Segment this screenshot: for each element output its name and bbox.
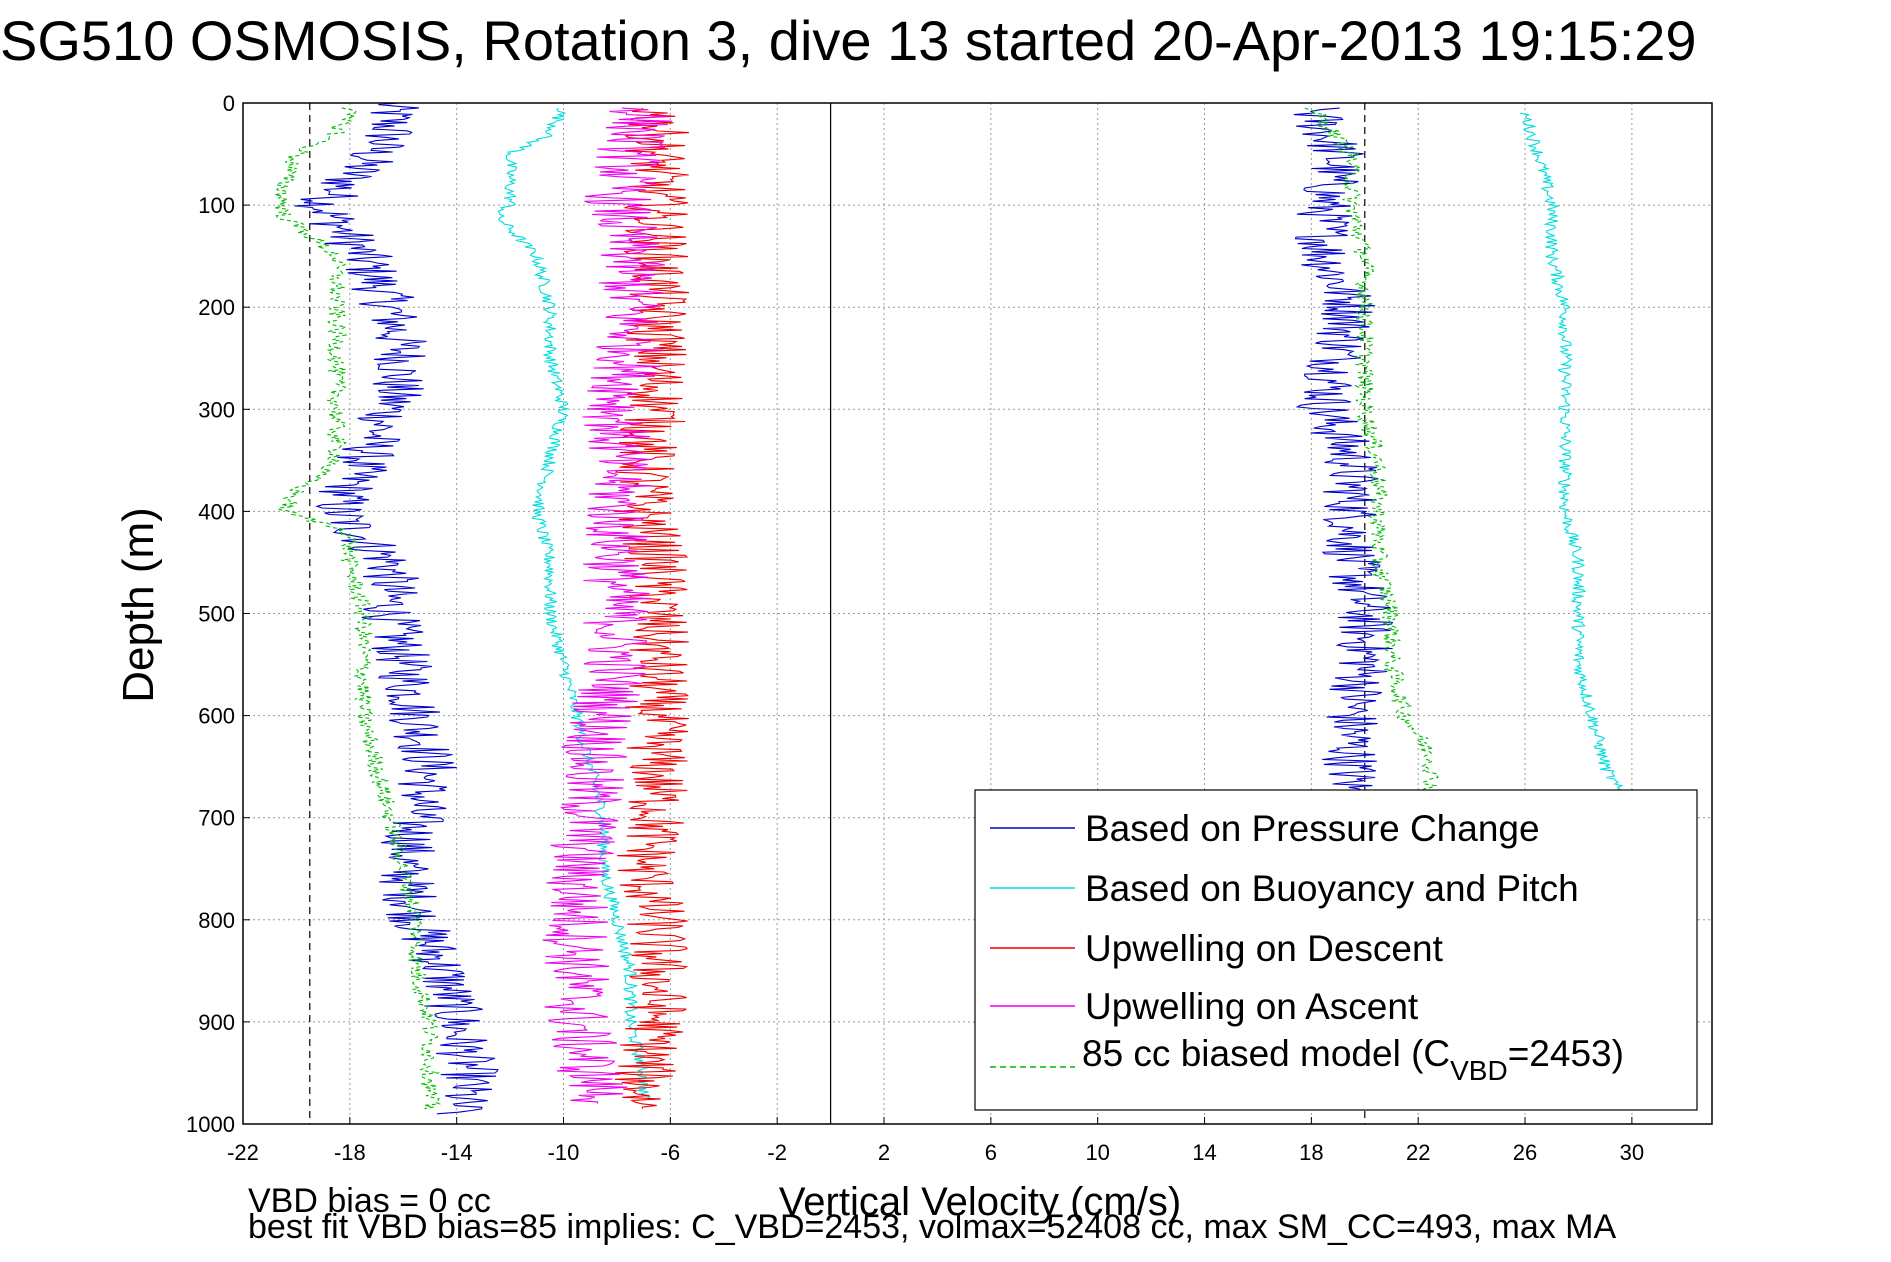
chart-title: SG510 OSMOSIS, Rotation 3, dive 13 start… <box>0 9 1697 72</box>
x-tick-label: 2 <box>878 1140 890 1165</box>
y-tick-label: 800 <box>198 908 235 933</box>
x-tick-label: 10 <box>1085 1140 1109 1165</box>
x-tick-label: 30 <box>1620 1140 1644 1165</box>
x-tick-label: -2 <box>767 1140 787 1165</box>
y-tick-label: 300 <box>198 397 235 422</box>
footer-fit-summary: best fit VBD bias=85 implies: C_VBD=2453… <box>248 1208 1617 1246</box>
legend-item-pressure: Based on Pressure Change <box>990 808 1540 849</box>
x-tick-label: 18 <box>1299 1140 1323 1165</box>
footer-vbd-bias: VBD bias = 0 cc <box>248 1182 491 1220</box>
y-tick-label: 200 <box>198 295 235 320</box>
series-buoyancy <box>497 107 1624 1099</box>
y-tick-label: 700 <box>198 806 235 831</box>
series-line-buoyancy <box>497 107 652 1099</box>
x-axis-ticks: -22 -18 -14 -10 -6 -2 2 6 10 14 18 22 26 30 <box>227 1117 1644 1165</box>
y-tick-label: 0 <box>223 91 235 116</box>
x-tick-label: -18 <box>334 1140 366 1165</box>
x-tick-label: -22 <box>227 1140 259 1165</box>
legend-item-up-descent: Upwelling on Descent <box>990 928 1444 969</box>
series-up_ascent <box>542 107 673 1104</box>
legend-label-buoyancy: Based on Buoyancy and Pitch <box>1085 868 1579 909</box>
x-tick-label: 14 <box>1192 1140 1216 1165</box>
y-tick-label: 1000 <box>186 1112 235 1137</box>
y-tick-label: 400 <box>198 499 235 524</box>
series-pressure <box>294 102 1394 1115</box>
y-tick-label: 100 <box>198 193 235 218</box>
legend-label-model-tail: =2453) <box>1508 1033 1624 1074</box>
legend-label-model-main: 85 cc biased model (C <box>1082 1033 1450 1074</box>
series-line-pressure <box>294 102 499 1115</box>
series-line-pressure <box>1293 107 1394 793</box>
legend-item-model: 85 cc biased model (CVBD=2453) <box>990 1033 1624 1086</box>
y-tick-label: 900 <box>198 1010 235 1035</box>
series-model <box>274 107 1439 1110</box>
x-tick-label: -14 <box>441 1140 473 1165</box>
x-tick-label: 26 <box>1513 1140 1537 1165</box>
legend-label-up-ascent: Upwelling on Ascent <box>1085 986 1419 1027</box>
x-axis-label: Vertical Velocity (cm/s) <box>779 1180 1181 1224</box>
legend-box <box>974 789 1698 1111</box>
legend: Based on Pressure Change Based on Buoyan… <box>974 789 1698 1111</box>
x-tick-label: 6 <box>985 1140 997 1165</box>
legend-label-pressure: Based on Pressure Change <box>1085 808 1540 849</box>
y-axis-label: Depth (m) <box>114 507 163 703</box>
reference-lines <box>309 103 1366 1124</box>
series-line-buoyancy <box>1520 112 1624 793</box>
legend-item-up-ascent: Upwelling on Ascent <box>990 986 1419 1027</box>
y-tick-label: 500 <box>198 602 235 627</box>
y-axis-ticks: 0 100 200 300 400 500 600 700 800 900 1000 <box>186 91 250 1137</box>
x-tick-label: 22 <box>1406 1140 1430 1165</box>
legend-label-up-descent: Upwelling on Descent <box>1085 928 1444 969</box>
series-line-model <box>274 107 442 1110</box>
y-tick-label: 600 <box>198 704 235 729</box>
series-line-up_ascent <box>542 107 673 1104</box>
legend-label-model: 85 cc biased model (CVBD=2453) <box>1082 1033 1624 1086</box>
x-tick-label: -6 <box>661 1140 681 1165</box>
series-line-model <box>1304 107 1439 793</box>
legend-item-buoyancy: Based on Buoyancy and Pitch <box>990 868 1579 909</box>
data-series <box>274 102 1624 1115</box>
x-tick-label: -10 <box>548 1140 580 1165</box>
legend-label-model-sub: VBD <box>1450 1055 1508 1086</box>
